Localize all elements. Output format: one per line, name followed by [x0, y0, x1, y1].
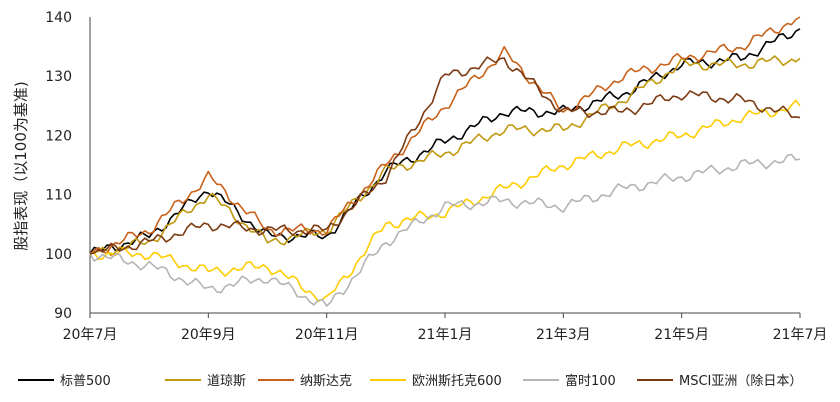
x-tick-label: 21年1月 [418, 327, 473, 343]
series-line [89, 55, 801, 257]
x-ticks: 20年7月 20年9月 20年11月 21年1月 21年3月 21年5月 21年7月 [63, 313, 828, 343]
x-tick-label: 21年7月 [773, 327, 828, 343]
axes [89, 17, 800, 314]
y-tick-label: 120 [45, 128, 72, 144]
x-tick-label: 21年3月 [536, 327, 591, 343]
legend-label: MSCI亚洲（除日本） [679, 374, 802, 389]
series-lines [89, 16, 801, 307]
y-ticks: 90 100 110 120 130 140 [45, 10, 72, 322]
x-tick-label: 21年5月 [654, 327, 709, 343]
x-tick-label: 20年9月 [181, 327, 236, 343]
y-tick-label: 130 [45, 69, 72, 85]
legend-label: 富时100 [565, 373, 616, 389]
legend-label: 标普500 [60, 374, 111, 389]
series-line [89, 153, 801, 307]
y-axis-title: 股指表现（以100为基准) [12, 81, 30, 250]
x-tick-label: 20年11月 [295, 327, 359, 343]
legend-label: 欧洲斯托克600 [412, 374, 502, 389]
series-line [89, 56, 801, 255]
y-tick-label: 100 [45, 247, 72, 263]
legend-label: 纳斯达克 [300, 374, 352, 389]
legend-label: 道琼斯 [207, 374, 246, 389]
series-line [89, 99, 801, 303]
y-axis-title-text: 股指表现（以100为基准) [12, 81, 30, 250]
y-tick-label: 90 [54, 306, 72, 322]
series-line [89, 28, 801, 255]
series-line [89, 16, 801, 255]
legend: 标普500 道琼斯 纳斯达克 欧洲斯托克600 富时100 MSCI亚洲（除日本） [18, 373, 802, 389]
y-tick-label: 110 [45, 188, 72, 204]
x-tick-label: 20年7月 [63, 327, 118, 343]
y-tick-label: 140 [45, 10, 72, 26]
